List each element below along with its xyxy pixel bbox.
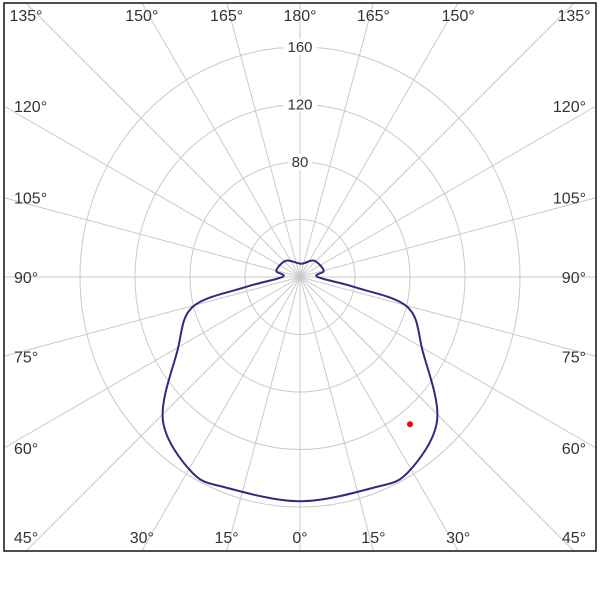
svg-text:45°: 45°	[562, 530, 586, 547]
svg-text:135°: 135°	[557, 8, 590, 25]
svg-text:80: 80	[292, 154, 309, 171]
svg-text:90°: 90°	[14, 270, 38, 287]
svg-text:105°: 105°	[553, 191, 586, 208]
svg-text:60°: 60°	[562, 441, 586, 458]
svg-text:150°: 150°	[125, 8, 158, 25]
svg-text:0°: 0°	[292, 530, 307, 547]
svg-text:165°: 165°	[357, 8, 390, 25]
svg-text:120: 120	[287, 97, 312, 114]
svg-text:30°: 30°	[446, 530, 470, 547]
svg-text:160: 160	[287, 39, 312, 56]
svg-text:135°: 135°	[9, 8, 42, 25]
svg-text:15°: 15°	[361, 530, 385, 547]
svg-text:90°: 90°	[562, 270, 586, 287]
svg-text:165°: 165°	[210, 8, 243, 25]
svg-text:30°: 30°	[130, 530, 154, 547]
svg-text:45°: 45°	[14, 530, 38, 547]
svg-text:75°: 75°	[562, 349, 586, 366]
svg-text:15°: 15°	[214, 530, 238, 547]
svg-text:60°: 60°	[14, 441, 38, 458]
svg-text:75°: 75°	[14, 349, 38, 366]
svg-text:120°: 120°	[14, 99, 47, 116]
svg-text:150°: 150°	[442, 8, 475, 25]
svg-text:180°: 180°	[283, 8, 316, 25]
svg-text:120°: 120°	[553, 99, 586, 116]
svg-text:105°: 105°	[14, 191, 47, 208]
